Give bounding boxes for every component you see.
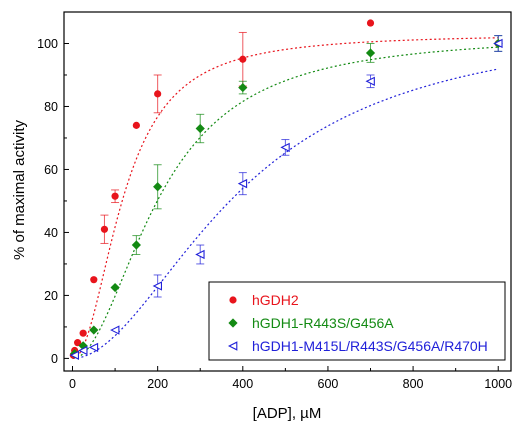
y-axis-title: % of maximal activity xyxy=(11,119,28,260)
legend-label: hGDH2 xyxy=(252,292,299,308)
data-point xyxy=(365,48,376,58)
legend-marker xyxy=(229,296,237,304)
data-point xyxy=(365,76,375,86)
data-points xyxy=(69,19,503,360)
data-point xyxy=(154,90,162,98)
y-tick-label: 80 xyxy=(44,100,58,114)
data-point xyxy=(111,192,119,200)
data-point xyxy=(78,341,88,351)
x-tick-label: 0 xyxy=(69,377,76,391)
x-tick-label: 400 xyxy=(232,377,253,391)
x-tick-label: 200 xyxy=(147,377,168,391)
data-point xyxy=(195,123,205,134)
data-point xyxy=(131,240,141,250)
y-tick-label: 0 xyxy=(51,352,58,366)
x-axis-title: [ADP], µM xyxy=(253,405,322,422)
data-point xyxy=(110,325,120,335)
y-axis: 0 20 40 60 80 100 xyxy=(37,37,69,366)
data-point xyxy=(110,282,120,293)
x-tick-label: 800 xyxy=(403,377,424,391)
data-point xyxy=(79,329,87,337)
legend: hGDH2 hGDH1-R443S/G456A hGDH1-M415L/R443S/… xyxy=(208,281,506,361)
data-point xyxy=(195,249,205,260)
data-point xyxy=(238,82,248,93)
data-point xyxy=(74,339,82,347)
fit-curve xyxy=(72,68,499,359)
data-point xyxy=(280,142,290,153)
x-axis: 0 200 400 600 800 1000 xyxy=(69,366,512,391)
x-tick-label: 1000 xyxy=(484,377,512,391)
data-point xyxy=(69,350,79,360)
x-tick-label: 600 xyxy=(318,377,339,391)
plot-frame xyxy=(63,11,512,372)
fit-curves xyxy=(72,37,499,359)
data-point xyxy=(493,38,503,49)
legend-box xyxy=(208,281,506,361)
y-tick-label: 60 xyxy=(44,163,58,177)
y-tick-label: 100 xyxy=(37,37,58,51)
data-point xyxy=(88,342,99,353)
error-bars xyxy=(100,31,503,298)
data-point xyxy=(132,121,140,129)
data-point xyxy=(78,345,88,356)
legend-marker xyxy=(228,318,238,328)
data-point xyxy=(239,55,247,63)
data-point xyxy=(90,276,98,284)
y-tick-label: 40 xyxy=(44,226,58,240)
data-point xyxy=(89,325,99,335)
y-tick-label: 20 xyxy=(44,289,58,303)
data-point xyxy=(366,19,375,27)
fit-curve xyxy=(72,37,499,359)
data-point xyxy=(153,182,163,192)
legend-items: hGDH2 hGDH1-R443S/G456A hGDH1-M415L/R443S/… xyxy=(227,292,488,354)
data-point xyxy=(152,281,163,291)
data-point xyxy=(237,178,248,189)
legend-label: hGDH1-M415L/R443S/G456A/R470H xyxy=(252,338,488,354)
data-point xyxy=(100,225,109,233)
legend-marker xyxy=(227,341,238,351)
legend-label: hGDH1-R443S/G456A xyxy=(252,315,394,331)
